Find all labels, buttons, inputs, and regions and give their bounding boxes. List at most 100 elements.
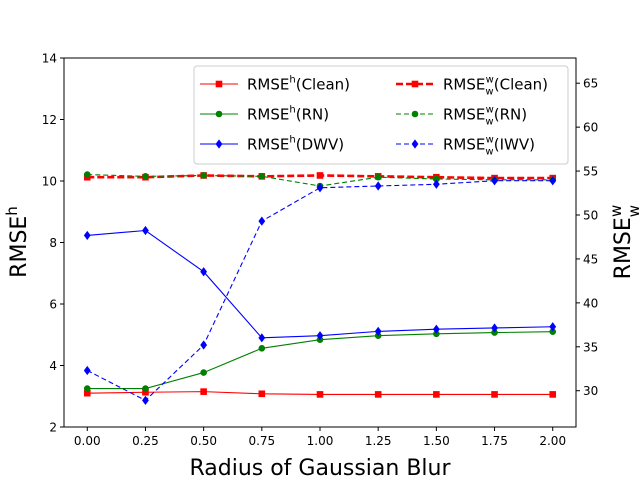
legend-marker (215, 110, 223, 118)
y-right-tick-label: 65 (583, 77, 598, 91)
y-right-tick-label: 30 (583, 384, 598, 398)
x-tick-label: 0.50 (190, 434, 217, 448)
legend-label: RMSEh(Clean) (247, 75, 350, 94)
data-point (491, 176, 498, 186)
y-axis-label-right-sub: w (625, 205, 640, 217)
data-point (258, 344, 266, 352)
series-2 (83, 225, 557, 343)
legend-label: RMSEww(IWV) (443, 135, 535, 158)
x-tick-label: 1.00 (307, 434, 334, 448)
legend-item: RMSEh(RN) (200, 105, 329, 124)
data-point (142, 173, 149, 180)
data-point (200, 369, 207, 376)
y-axis-label-left-sup: h (3, 206, 21, 216)
y-left-tick-label: 12 (42, 113, 57, 127)
y-right-tick-label: 35 (583, 340, 598, 354)
y-right-tick-label: 40 (583, 296, 598, 310)
legend-marker (411, 80, 419, 88)
y-axis-label-left-base: RMSE (7, 216, 32, 278)
x-tick-label: 1.50 (423, 434, 450, 448)
data-point (200, 172, 207, 179)
data-point (432, 179, 440, 189)
data-point (316, 331, 324, 341)
y-left-tick-label: 14 (42, 52, 57, 66)
legend: RMSEh(Clean) RMSEh(RN) RMSEh(DWV) RMSEww(Cl… (193, 65, 569, 165)
data-point (83, 365, 91, 376)
data-point (83, 389, 91, 397)
legend-item: RMSEww(IWV) (396, 135, 535, 158)
y-right-tick-label: 45 (583, 252, 598, 266)
y-axis-label-right: RMSEww (607, 205, 640, 280)
x-tick-label: 0.25 (132, 434, 159, 448)
data-point (83, 230, 91, 241)
y-left-tick-label: 10 (42, 175, 57, 189)
data-point (142, 395, 149, 405)
data-point (258, 390, 266, 398)
data-point (374, 391, 382, 398)
y-axis-label-right-sup: w (607, 205, 625, 217)
data-point (549, 391, 557, 398)
y-axis-left: 2 4 6 8 10 12 14 (42, 52, 64, 435)
y-axis-label-right-base: RMSE (611, 217, 636, 279)
legend-marker (215, 80, 223, 88)
legend-label: RMSEww(RN) (443, 105, 527, 128)
data-point (433, 175, 440, 183)
series-line (87, 180, 553, 402)
series-5 (83, 176, 557, 405)
data-point (432, 324, 440, 334)
data-point (200, 340, 208, 350)
data-point (374, 326, 382, 336)
y-right-tick-label: 60 (583, 121, 598, 135)
data-point (374, 181, 382, 191)
data-point (258, 173, 266, 180)
series-0 (83, 388, 557, 398)
data-point (200, 388, 207, 395)
y-axis-right: 30 35 40 45 50 55 60 65 (576, 77, 598, 398)
x-tick-label: 2.00 (539, 434, 566, 448)
data-point (491, 329, 498, 336)
legend-item: RMSEh(Clean) (200, 75, 350, 94)
data-point (83, 385, 91, 392)
y-right-tick-label: 50 (583, 209, 598, 223)
legend-marker (411, 139, 419, 149)
data-point (200, 267, 208, 277)
data-point (491, 323, 498, 333)
y-axis-label-left: RMSEh (3, 206, 32, 278)
plot-lines (83, 171, 557, 405)
legend-marker (411, 110, 419, 118)
legend-item: RMSEww(Clean) (396, 75, 548, 98)
data-point (316, 183, 324, 193)
y-left-tick-label: 2 (49, 421, 57, 435)
data-point (549, 322, 557, 332)
data-point (142, 388, 149, 396)
data-point (316, 391, 324, 398)
x-axis-label: Radius of Gaussian Blur (189, 456, 451, 480)
legend-label: RMSEww(Clean) (443, 75, 548, 98)
legend-box (193, 65, 569, 165)
x-tick-label: 0.75 (248, 434, 275, 448)
y-left-tick-label: 6 (49, 298, 57, 312)
legend-marker (215, 139, 223, 149)
data-point (491, 391, 498, 398)
data-point (549, 328, 557, 335)
x-tick-label: 1.25 (365, 434, 392, 448)
data-point (258, 333, 266, 343)
data-point (374, 173, 382, 181)
legend-item: RMSEww(RN) (396, 105, 527, 128)
data-point (142, 385, 149, 392)
x-tick-label: 1.75 (481, 434, 508, 448)
y-left-tick-label: 4 (49, 359, 57, 373)
y-right-tick-label: 55 (583, 165, 598, 179)
data-point (142, 225, 149, 236)
data-point (258, 216, 266, 226)
series-1 (83, 328, 557, 392)
data-point (433, 330, 440, 338)
x-tick-label: 0.00 (74, 434, 101, 448)
data-point (316, 172, 324, 179)
data-point (83, 171, 91, 178)
legend-item: RMSEh(DWV) (200, 135, 344, 154)
x-axis: 0.00 0.25 0.50 0.75 1.00 1.25 1.50 1.75 2.00 (74, 427, 566, 448)
legend-label: RMSEh(DWV) (247, 135, 344, 154)
data-point (549, 176, 557, 186)
